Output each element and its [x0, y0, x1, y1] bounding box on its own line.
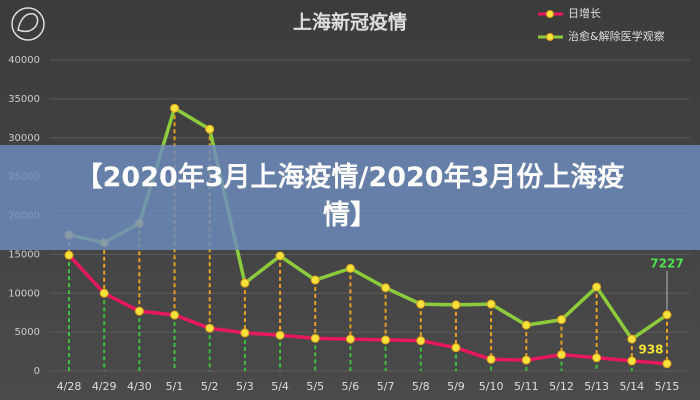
- data-point: [592, 282, 602, 292]
- data-point: [205, 124, 215, 134]
- legend-label: 日增长: [568, 6, 601, 20]
- x-tick-label: 5/6: [342, 380, 360, 393]
- x-tick-label: 4/28: [57, 380, 82, 393]
- data-point: [64, 250, 74, 260]
- y-tick-label: 15000: [8, 249, 40, 260]
- data-point: [345, 334, 355, 344]
- data-point: [627, 356, 637, 366]
- series-line: [68, 105, 668, 342]
- data-point: [627, 334, 637, 344]
- data-point: [381, 283, 391, 293]
- x-tick-label: 5/1: [166, 380, 184, 393]
- data-point: [451, 300, 461, 310]
- chart-title: 上海新冠疫情: [293, 11, 407, 34]
- data-point: [205, 323, 215, 333]
- x-tick-label: 4/30: [127, 380, 152, 393]
- data-point: [486, 299, 496, 309]
- y-tick-label: 35000: [8, 94, 40, 105]
- data-point: [486, 354, 496, 364]
- x-tick-label: 5/12: [549, 380, 574, 393]
- data-point: [345, 263, 355, 273]
- data-point: [592, 353, 602, 363]
- y-tick-label: 5000: [15, 327, 40, 338]
- data-point: [416, 336, 426, 346]
- x-tick-label: 5/4: [271, 380, 289, 393]
- x-tick-label: 5/9: [447, 380, 465, 393]
- data-point: [170, 310, 180, 320]
- data-point: [451, 343, 461, 353]
- y-tick-label: 30000: [8, 133, 40, 144]
- data-point: [240, 328, 250, 338]
- banner-title: 【2020年3月上海疫情/2020年3月份上海疫情】: [0, 145, 700, 250]
- data-point: [521, 355, 531, 365]
- x-tick-label: 5/3: [236, 380, 254, 393]
- data-point: [134, 306, 144, 316]
- data-point: [662, 310, 672, 320]
- x-tick-label: 5/2: [201, 380, 219, 393]
- x-tick-label: 4/29: [92, 380, 117, 393]
- x-tick-label: 5/5: [306, 380, 324, 393]
- x-tick-label: 5/14: [619, 380, 644, 393]
- data-point: [275, 330, 285, 340]
- data-point: [99, 288, 109, 298]
- data-label: 7227: [650, 257, 683, 271]
- data-point: [662, 359, 672, 369]
- y-tick-label: 0: [34, 366, 40, 377]
- legend-label: 治愈&解除医学观察: [568, 29, 665, 43]
- data-point: [556, 350, 566, 360]
- y-tick-label: 40000: [8, 55, 40, 66]
- x-tick-label: 5/11: [514, 380, 539, 393]
- y-tick-label: 10000: [8, 288, 40, 299]
- data-point: [310, 333, 320, 343]
- data-point: [416, 299, 426, 309]
- x-tick-label: 5/13: [584, 380, 609, 393]
- data-point: [556, 315, 566, 325]
- x-tick-label: 5/15: [655, 380, 680, 393]
- logo: [11, 7, 45, 41]
- data-label: 938: [638, 343, 663, 357]
- x-tick-label: 5/10: [479, 380, 504, 393]
- data-point: [381, 335, 391, 345]
- legend-marker: [546, 10, 554, 18]
- x-tick-label: 5/8: [412, 380, 430, 393]
- data-point: [240, 278, 250, 288]
- data-point: [275, 251, 285, 261]
- legend-marker: [546, 33, 554, 41]
- data-point: [170, 103, 180, 113]
- x-tick-label: 5/7: [377, 380, 395, 393]
- data-point: [521, 320, 531, 330]
- series-line: [67, 253, 668, 366]
- data-point: [310, 275, 320, 285]
